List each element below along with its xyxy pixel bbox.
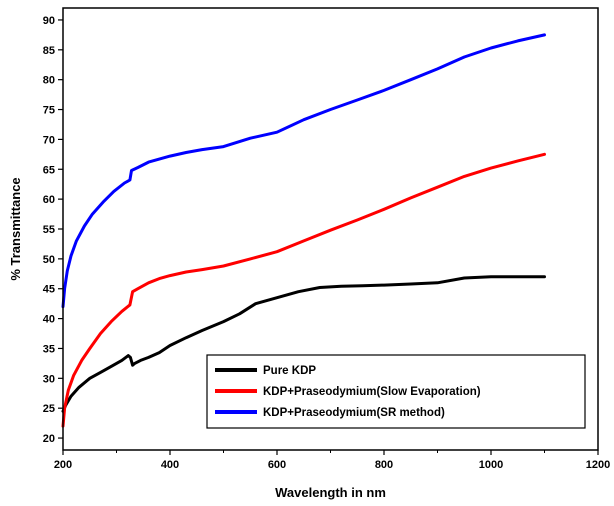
y-tick-label: 20 [43,433,55,445]
y-tick-label: 65 [43,164,55,176]
y-tick-label: 70 [43,134,55,146]
legend-label-3: KDP+Praseodymium(SR method) [263,407,445,419]
y-tick-label: 55 [43,224,55,236]
y-tick-label: 90 [43,15,55,27]
y-tick-label: 50 [43,254,55,266]
x-tick-label: 1000 [479,459,503,471]
y-tick-label: 35 [43,343,55,355]
y-tick-label: 60 [43,194,55,206]
y-tick-label: 45 [43,284,55,296]
y-tick-label: 85 [43,45,55,57]
legend: Pure KDP KDP+Praseodymium(Slow Evaporatio… [206,354,586,429]
x-tick-label: 800 [375,459,393,471]
legend-label-2: KDP+Praseodymium(Slow Evaporation) [263,386,481,398]
y-axis-title: % Transmittance [8,177,23,280]
series-line-2 [61,152,546,428]
legend-label-1: Pure KDP [263,365,316,377]
y-tick-label: 80 [43,75,55,87]
y-tick-label: 25 [43,403,55,415]
x-tick-label: 400 [161,459,179,471]
axis-ticks: 200 400 600 800 1000 1200 20 25 30 35 40 45 50 55 60 65… [43,15,610,471]
y-tick-label: 40 [43,314,55,326]
y-tick-label: 30 [43,373,55,385]
y-tick-label: 75 [43,105,55,117]
legend-box [206,354,586,429]
series-lines [61,33,546,428]
x-tick-label: 1200 [586,459,610,471]
series-line-3 [61,33,546,309]
plot-frame [62,7,599,451]
x-tick-label: 600 [268,459,286,471]
series-line-1 [61,275,546,413]
x-axis-title: Wavelength in nm [275,485,386,500]
x-tick-label: 200 [54,459,72,471]
